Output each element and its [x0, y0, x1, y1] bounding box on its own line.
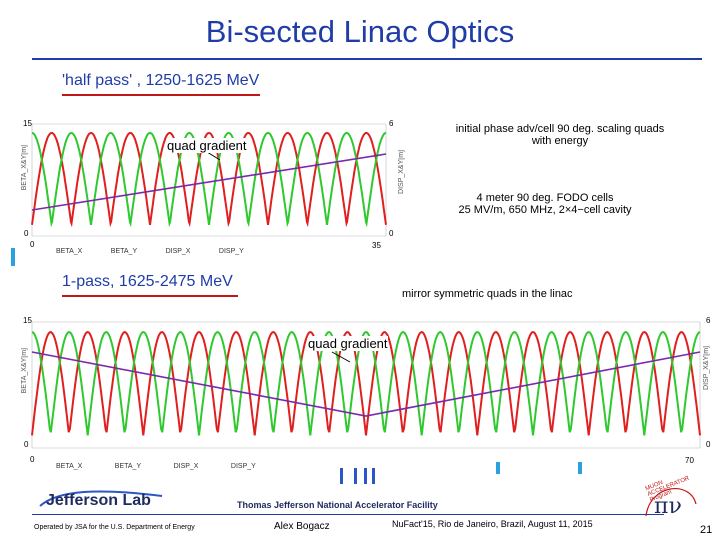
plot1-heading-underline [62, 94, 260, 96]
plot2-heading-underline [62, 295, 238, 297]
plot2-legend-disp-y: DISP_Y [230, 463, 256, 470]
plot1-xtick-start: 0 [30, 240, 35, 249]
plot2-quad-gradient-pointer [331, 351, 351, 363]
plot1-element-marker [11, 248, 15, 266]
plot2-element-marker [372, 468, 375, 484]
plot1-beta-x-curve [31, 131, 387, 228]
plot1-legend-disp-x: DISP_X [165, 248, 191, 255]
muon-accelerator-program-logo: MUON ACCELERATOR Program πν [640, 474, 700, 534]
plot2-ytick-left-bottom: 0 [24, 440, 29, 449]
plot1-ytick-left-bottom: 0 [24, 229, 29, 238]
jefferson-lab-logo: Jefferson Lab [38, 486, 164, 514]
plot1-note-phase-line1: initial phase adv/cell 90 deg. scaling q… [455, 123, 665, 135]
plot2-ytick-left-top: 15 [23, 316, 32, 325]
title-divider [32, 58, 702, 60]
plot2-lattice-chart [31, 321, 701, 449]
plot2-xtick-start: 0 [30, 455, 35, 464]
plot2-quad-gradient-label: quad gradient [308, 336, 388, 351]
slide-page-number: 21 [700, 524, 713, 536]
jefferson-lab-logo-mark [39, 490, 163, 507]
plot2-quad-gradient-line [31, 351, 701, 417]
plot1-note-fodo-line2: 25 MV/m, 650 MHz, 2×4−cell cavity [458, 204, 632, 216]
plot1-legend-beta-x: BETA_X [56, 248, 83, 255]
footer-facility: Thomas Jefferson National Accelerator Fa… [237, 500, 438, 510]
plot2-mirror-note: mirror symmetric quads in the linac [402, 288, 573, 300]
plot1-note-phase-line2: with energy [531, 135, 589, 147]
plot1-note-fodo: 4 meter 90 deg. FODO cells 25 MV/m, 650 … [425, 192, 665, 216]
plot2-legend: BETA_X BETA_Y DISP_X DISP_Y [56, 455, 280, 473]
plot1-ytick-right-top: 6 [389, 119, 394, 128]
plot1-ylabel-right: DISP_X&Y[m] [398, 150, 405, 194]
plot2-element-marker [578, 462, 582, 474]
jefferson-lab-logo-text: Jefferson Lab [46, 492, 151, 509]
plot1-beta-y-curve [31, 131, 387, 228]
plot2-ylabel-left: BETA_X&Y[m] [21, 348, 28, 394]
plot1-xtick-end: 35 [372, 241, 381, 250]
plot2-legend-beta-y: BETA_Y [114, 463, 142, 470]
plot1-quad-gradient-label: quad gradient [167, 138, 247, 153]
plot2-element-marker [354, 468, 357, 484]
plot1-lattice-chart [31, 123, 387, 237]
plot1-legend: BETA_X BETA_Y DISP_X DISP_Y [56, 240, 268, 258]
plot1-note-fodo-line1: 4 meter 90 deg. FODO cells [476, 192, 614, 204]
plot2-element-marker [496, 462, 500, 474]
plot1-quad-gradient-line [31, 153, 387, 211]
footer-operated-by: Operated by JSA for the U.S. Department … [34, 524, 195, 531]
plot2-element-marker [340, 468, 343, 484]
slide-title: Bi-sected Linac Optics [205, 14, 515, 49]
plot1-ytick-right-bottom: 0 [389, 229, 394, 238]
muon-logo-glyph: πν [654, 494, 682, 519]
plot2-ylabel-right: DISP_X&Y[m] [703, 346, 710, 390]
plot2-xtick-end: 70 [685, 456, 694, 465]
plot1-heading: 'half pass' , 1250-1625 MeV [62, 72, 260, 89]
footer-author: Alex Bogacz [274, 521, 330, 532]
footer-conference: NuFact'15, Rio de Janeiro, Brazil, Augus… [392, 519, 593, 529]
plot2-heading: 1-pass, 1625-2475 MeV [62, 273, 233, 290]
footer-divider [32, 514, 664, 515]
plot1-ylabel-left: BETA_X&Y[m] [21, 145, 28, 191]
plot1-quad-gradient-pointer [206, 151, 221, 161]
plot1-ytick-left-top: 15 [23, 119, 32, 128]
plot2-beta-x-curve [31, 331, 701, 436]
plot2-legend-disp-x: DISP_X [173, 463, 199, 470]
plot1-grid [31, 123, 387, 237]
plot2-beta-y-curve [31, 331, 701, 436]
plot2-element-marker [364, 468, 367, 484]
plot2-ytick-right-top: 6 [706, 316, 711, 325]
muon-logo-mark [645, 488, 697, 517]
plot2-ytick-right-bottom: 0 [706, 440, 711, 449]
plot1-legend-beta-y: BETA_Y [110, 248, 138, 255]
plot1-legend-disp-y: DISP_Y [218, 248, 244, 255]
plot1-note-phase: initial phase adv/cell 90 deg. scaling q… [425, 123, 695, 147]
plot2-legend-beta-x: BETA_X [56, 463, 83, 470]
